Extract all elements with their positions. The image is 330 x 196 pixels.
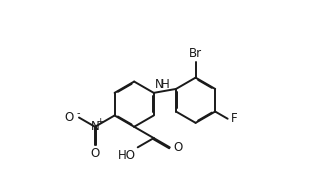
Text: Br: Br [189,47,202,60]
Text: N: N [155,78,164,91]
Text: N: N [91,120,99,133]
Text: O: O [90,147,100,160]
Text: O: O [173,141,182,154]
Text: F: F [231,112,238,125]
Text: HO: HO [118,149,136,162]
Text: O: O [65,111,74,124]
Text: +: + [96,117,104,126]
Text: H: H [160,78,169,91]
Text: -: - [77,108,80,118]
